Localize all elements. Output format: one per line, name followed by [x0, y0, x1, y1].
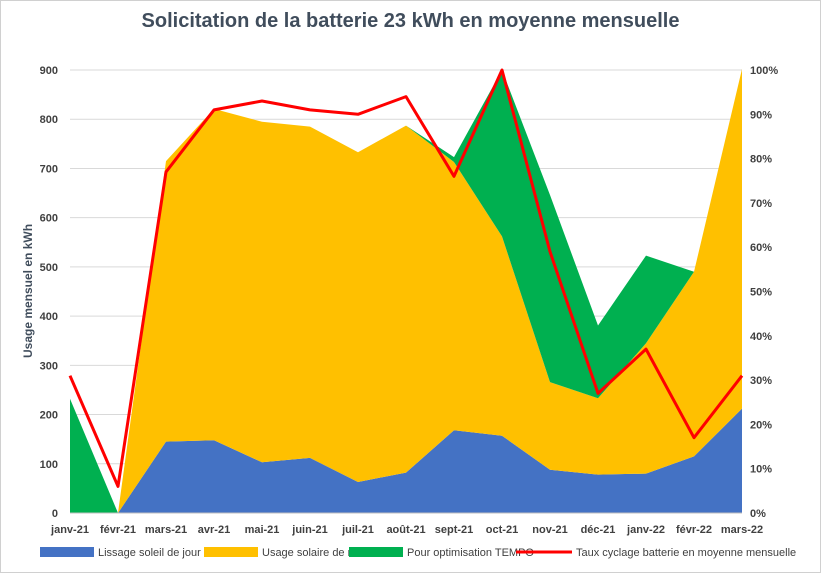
legend-item: Lissage soleil de jour	[40, 547, 201, 559]
area-series	[70, 69, 742, 513]
y-axis-label: Usage mensuel en kWh	[21, 224, 35, 358]
y2-tick-label: 40%	[750, 331, 772, 343]
y-tick-label: 600	[40, 213, 58, 225]
x-tick-label: févr-21	[100, 524, 136, 536]
x-tick-label: mars-22	[721, 524, 763, 536]
legend-swatch	[349, 547, 403, 557]
x-tick-label: sept-21	[435, 524, 474, 536]
y2-tick-label: 50%	[750, 287, 772, 299]
legend-item: Usage solaire de nuit	[204, 547, 365, 559]
y2-tick-label: 90%	[750, 109, 772, 121]
x-tick-label: août-21	[386, 524, 425, 536]
x-tick-label: avr-21	[198, 524, 230, 536]
x-tick-label: juin-21	[291, 524, 327, 536]
y2-tick-label: 20%	[750, 419, 772, 431]
y2-tick-label: 0%	[750, 508, 766, 520]
y2-tick-label: 70%	[750, 198, 772, 210]
axes: 0 100 200 300 400 500 600 700 800 900 0% 10% 20% 30% 4…	[40, 65, 779, 536]
y2-tick-label: 60%	[750, 242, 772, 254]
legend-label: Taux cyclage batterie en moyenne mensuel…	[576, 547, 796, 559]
line-series	[68, 68, 744, 488]
area-usage-solaire-de-nuit	[70, 69, 742, 513]
y-tick-label: 100	[40, 459, 58, 471]
y-tick-label: 0	[52, 508, 58, 520]
line-taux-cyclage	[68, 68, 744, 488]
x-tick-label: oct-21	[486, 524, 518, 536]
legend-swatch	[204, 547, 258, 557]
x-tick-label: déc-21	[581, 524, 616, 536]
y2-tick-label: 30%	[750, 375, 772, 387]
legend-swatch	[40, 547, 94, 557]
y-tick-label: 500	[40, 262, 58, 274]
legend: Lissage soleil de jour Usage solaire de n…	[40, 547, 796, 559]
x-tick-label: mai-21	[245, 524, 280, 536]
x-tick-label: févr-22	[676, 524, 712, 536]
legend-item: Pour optimisation TEMPO	[349, 547, 534, 559]
legend-label: Usage solaire de nuit	[262, 547, 365, 559]
legend-label: Lissage soleil de jour	[98, 547, 201, 559]
x-tick-label: janv-21	[50, 524, 89, 536]
area-lissage-soleil-de-jour	[70, 408, 742, 513]
x-tick-label: janv-22	[626, 524, 665, 536]
y2-tick-label: 100%	[750, 65, 778, 77]
x-tick-label: nov-21	[532, 524, 567, 536]
x-tick-label: mars-21	[145, 524, 187, 536]
y-tick-label: 200	[40, 410, 58, 422]
y2-tick-label: 10%	[750, 464, 772, 476]
legend-label: Pour optimisation TEMPO	[407, 547, 534, 559]
y2-tick-label: 80%	[750, 154, 772, 166]
legend-item: Taux cyclage batterie en moyenne mensuel…	[516, 547, 796, 559]
y-tick-label: 300	[40, 360, 58, 372]
x-tick-label: juil-21	[341, 524, 374, 536]
y-tick-label: 900	[40, 65, 58, 77]
y-tick-label: 400	[40, 311, 58, 323]
chart-title: Solicitation de la batterie 23 kWh en mo…	[141, 10, 680, 32]
y-tick-label: 800	[40, 114, 58, 126]
y-tick-label: 700	[40, 163, 58, 175]
